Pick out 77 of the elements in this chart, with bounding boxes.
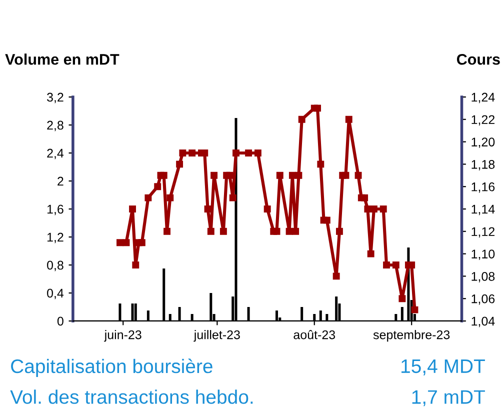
point bbox=[144, 194, 152, 202]
text: 1,7 mDT bbox=[412, 390, 485, 406]
point bbox=[232, 150, 240, 156]
x-tick-label: septembre-23 bbox=[373, 330, 450, 342]
x-tick-label: août-23 bbox=[294, 330, 336, 340]
point bbox=[116, 239, 124, 246]
point bbox=[298, 116, 306, 123]
point bbox=[245, 150, 252, 156]
point bbox=[392, 262, 400, 268]
y2-tick-label: 1,12 bbox=[472, 227, 494, 238]
point bbox=[295, 172, 302, 179]
y-axis-title: Volume en mDT bbox=[5, 54, 120, 65]
y2-tick-label: 1,06 bbox=[472, 294, 495, 305]
y2-tick-label: 1,14 bbox=[472, 204, 495, 216]
point bbox=[160, 172, 168, 179]
point bbox=[122, 239, 130, 246]
point bbox=[342, 172, 350, 179]
point bbox=[354, 172, 362, 179]
x-tick-label: juillet-23 bbox=[194, 330, 240, 342]
point bbox=[345, 116, 352, 123]
point bbox=[370, 206, 378, 212]
point bbox=[264, 206, 271, 212]
point bbox=[398, 295, 406, 302]
point bbox=[332, 272, 340, 280]
point bbox=[138, 239, 146, 246]
point bbox=[288, 172, 296, 179]
point bbox=[132, 262, 140, 268]
y2-tick-label: 1,10 bbox=[472, 250, 495, 260]
point bbox=[383, 262, 390, 268]
point bbox=[254, 150, 262, 156]
y-tick-label: 1,6 bbox=[47, 204, 64, 216]
point bbox=[380, 206, 387, 212]
y2-tick-label: 1,22 bbox=[472, 115, 494, 126]
y2-tick-label: 1,24 bbox=[472, 92, 495, 104]
y-tick-label: 2,8 bbox=[47, 120, 64, 132]
point bbox=[210, 172, 218, 179]
point bbox=[323, 216, 330, 224]
point bbox=[314, 104, 321, 112]
y-tick-label: 2 bbox=[58, 176, 64, 186]
point bbox=[154, 183, 162, 190]
point bbox=[292, 228, 300, 235]
point bbox=[229, 194, 236, 202]
y-tick-label: 1,2 bbox=[47, 232, 64, 244]
y-tick-label: 3,2 bbox=[47, 92, 64, 104]
y2-axis-title: Cours bbox=[456, 54, 500, 65]
point bbox=[226, 172, 234, 179]
point bbox=[336, 228, 343, 235]
point bbox=[286, 228, 293, 235]
point bbox=[364, 206, 372, 212]
y-tick-label: 0 bbox=[57, 316, 64, 326]
text: Vol. des transactions hebdo. bbox=[10, 390, 253, 404]
y-tick-label: 0,8 bbox=[47, 260, 64, 272]
text: Capitalisation boursière bbox=[11, 358, 212, 378]
point bbox=[129, 206, 136, 212]
y-tick-label: 2,4 bbox=[47, 148, 64, 160]
point bbox=[367, 250, 374, 258]
point bbox=[220, 228, 227, 235]
text: 15,4 MDT bbox=[402, 359, 485, 376]
point bbox=[273, 228, 280, 235]
y2-tick-label: 1,20 bbox=[472, 138, 495, 148]
point bbox=[361, 194, 368, 202]
y2-tick-label: 1,18 bbox=[472, 160, 495, 170]
point bbox=[179, 150, 186, 156]
y-tick-label: 0,4 bbox=[47, 288, 64, 300]
point bbox=[166, 194, 174, 202]
point bbox=[411, 306, 418, 314]
y2-tick-label: 1,04 bbox=[472, 316, 495, 328]
y2-tick-label: 1,08 bbox=[472, 272, 495, 282]
point bbox=[164, 228, 170, 235]
point bbox=[204, 206, 212, 212]
y2-tick-label: 1,16 bbox=[472, 182, 495, 193]
point bbox=[207, 228, 214, 235]
point bbox=[276, 172, 284, 179]
point bbox=[188, 150, 196, 156]
point bbox=[317, 160, 324, 168]
x-tick-label: juin-23 bbox=[104, 330, 142, 342]
point bbox=[176, 160, 184, 168]
